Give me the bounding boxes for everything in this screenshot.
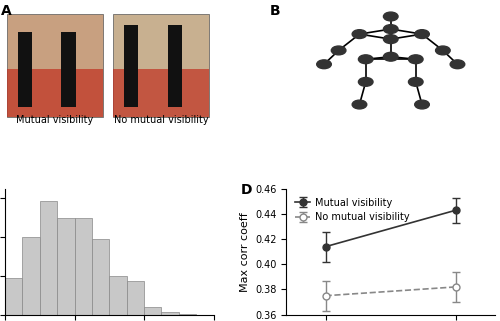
Circle shape (358, 77, 373, 86)
FancyBboxPatch shape (7, 69, 103, 117)
Circle shape (414, 100, 430, 109)
Circle shape (384, 12, 398, 21)
Text: D: D (240, 183, 252, 196)
FancyBboxPatch shape (168, 25, 182, 107)
Bar (74, 218, 92, 315)
Circle shape (450, 60, 465, 69)
Circle shape (316, 60, 332, 69)
Bar (126, 281, 144, 315)
FancyBboxPatch shape (7, 14, 103, 117)
Circle shape (436, 46, 450, 55)
Bar (57, 218, 74, 315)
FancyBboxPatch shape (114, 14, 210, 117)
Circle shape (414, 30, 430, 39)
Bar (40, 201, 57, 315)
FancyBboxPatch shape (18, 31, 32, 107)
Bar (110, 276, 126, 315)
FancyBboxPatch shape (124, 25, 138, 107)
Bar (22, 237, 40, 315)
Circle shape (384, 25, 398, 33)
Y-axis label: Max corr coeff: Max corr coeff (240, 212, 250, 291)
Text: A: A (1, 4, 11, 18)
Legend: Mutual visibility, No mutual visibility: Mutual visibility, No mutual visibility (292, 194, 413, 226)
Text: No mutual visibility: No mutual visibility (114, 115, 208, 125)
FancyBboxPatch shape (114, 69, 210, 117)
Bar (144, 307, 162, 315)
Circle shape (352, 100, 367, 109)
Bar (162, 312, 179, 315)
Circle shape (352, 30, 367, 39)
Circle shape (384, 35, 398, 44)
Circle shape (332, 46, 346, 55)
FancyBboxPatch shape (62, 31, 76, 107)
Circle shape (408, 77, 423, 86)
Text: B: B (270, 4, 280, 18)
Circle shape (408, 55, 423, 64)
Bar (92, 239, 110, 315)
Circle shape (358, 55, 373, 64)
Text: Mutual visibility: Mutual visibility (16, 115, 94, 125)
Bar (179, 314, 196, 315)
Circle shape (384, 52, 398, 61)
Bar (5, 278, 22, 315)
